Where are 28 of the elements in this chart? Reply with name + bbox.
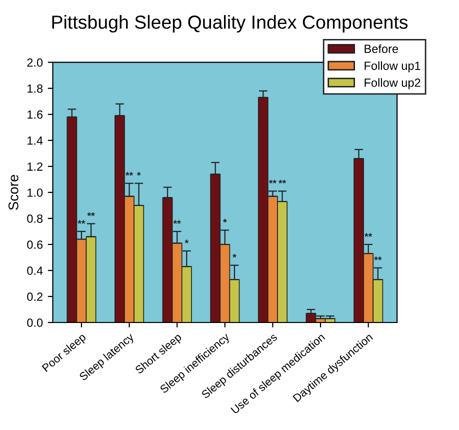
y-tick-label: 2.0 (27, 58, 43, 67)
y-tick-label: 0.6 (27, 240, 43, 249)
legend-label: Before (364, 44, 398, 54)
y-tick-label: 0.0 (27, 318, 43, 327)
data-label: ** (374, 256, 382, 260)
data-label: * (232, 254, 236, 258)
y-tick-label: 0.8 (27, 214, 43, 223)
y-tick-label: 1.2 (28, 162, 42, 171)
data-label: ** (173, 220, 181, 224)
data-label: ** (87, 212, 95, 216)
data-label: ** (268, 180, 276, 184)
data-label: * (223, 218, 227, 222)
y-tick-label: 1.8 (28, 84, 43, 93)
y-tick-label: 0.2 (27, 292, 42, 301)
data-label: * (136, 172, 141, 176)
y-axis-title: Score (8, 174, 18, 210)
y-tick-label: 1.6 (28, 110, 43, 119)
legend-label: Follow up2 (364, 78, 420, 90)
data-label: ** (364, 233, 372, 237)
chart-title: Pittsbugh Sleep Quality Index Components (52, 15, 408, 33)
y-tick-label: 1.4 (28, 136, 43, 145)
data-label: ** (126, 172, 134, 176)
legend-label: Follow up1 (364, 61, 420, 72)
y-tick-label: 0.4 (27, 266, 43, 275)
data-label: ** (78, 220, 86, 224)
y-tick-label: 1.0 (28, 188, 43, 197)
data-label: ** (278, 180, 286, 184)
data-label: * (184, 240, 189, 244)
